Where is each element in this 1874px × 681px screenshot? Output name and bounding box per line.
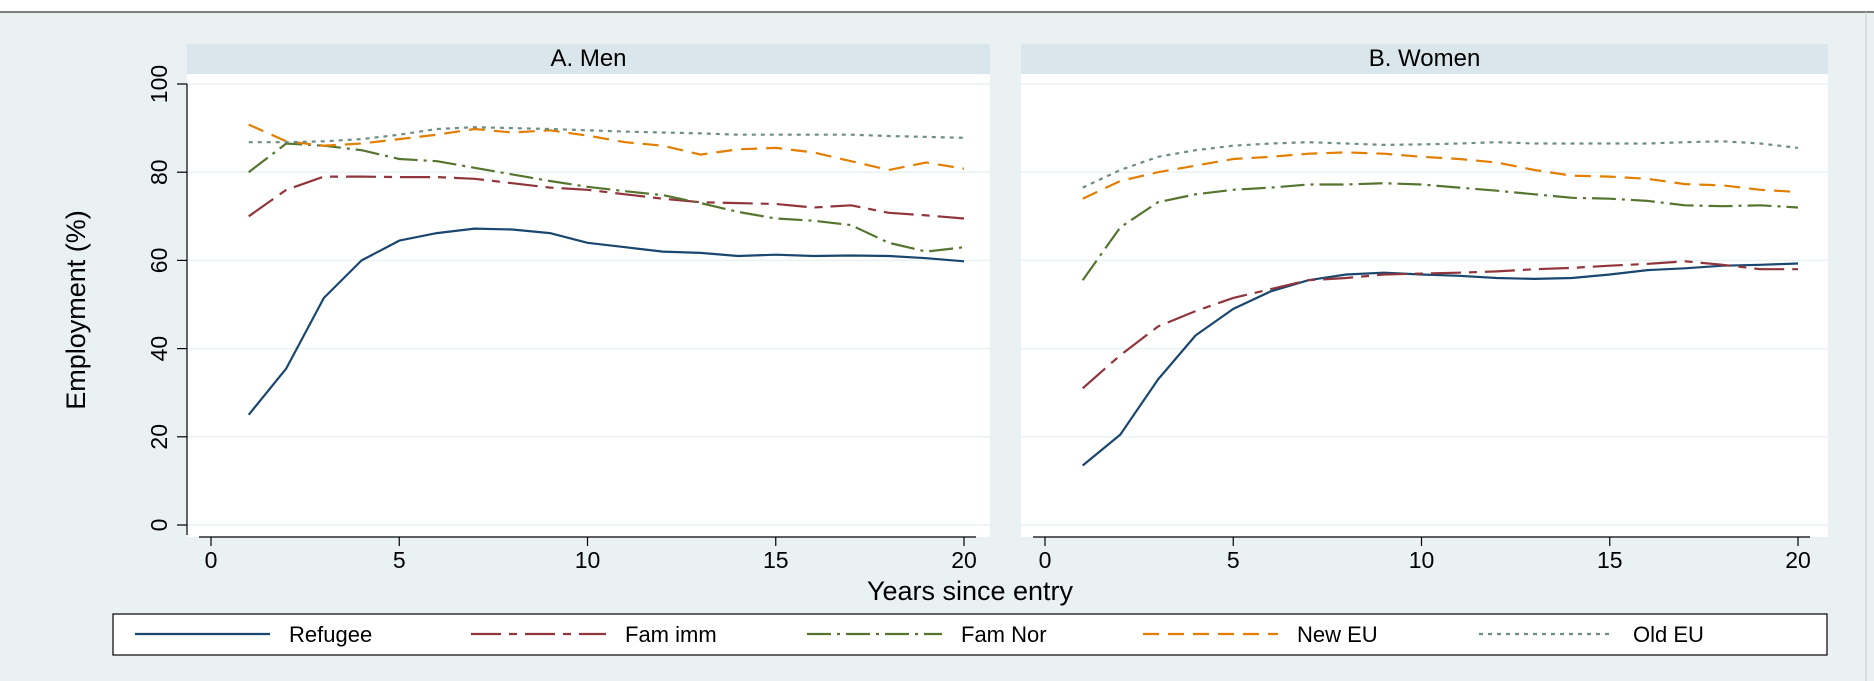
y-tick-label: 80 [146, 159, 172, 185]
series-line-new-eu [1082, 151, 1799, 200]
y-axis-label: Employment (%) [61, 210, 91, 410]
panel-title-strip [1021, 44, 1828, 74]
y-tick-label: 60 [146, 248, 172, 274]
series-line-refugee [247, 227, 965, 416]
legend-box [112, 613, 1828, 656]
x-tick-label: 10 [575, 547, 601, 573]
series-line-fam-nor [248, 142, 965, 253]
y-tick-label: 0 [146, 519, 172, 532]
x-tick-label: 0 [1039, 547, 1052, 573]
series-line-fam-imm [1081, 260, 1798, 390]
series-line-old-eu [1082, 140, 1799, 189]
series-line-fam-nor [1081, 182, 1799, 281]
y-tick-label: 40 [146, 336, 172, 362]
panel-men: A. Men 0 5 10 15 20 0 20 40 60 80 100 [146, 44, 990, 573]
legend-label: Refugee [289, 622, 372, 647]
series-line-old-eu [248, 126, 965, 144]
x-tick-label: 20 [1785, 547, 1811, 573]
x-tick-label: 5 [1227, 547, 1240, 573]
panel-background [1021, 44, 1828, 537]
x-tick-label: 10 [1409, 547, 1435, 573]
legend: Refugee Fam imm Fam Nor New EU Old EU [112, 613, 1828, 656]
panel-women: B. Women 0 5 10 15 20 [1021, 44, 1828, 573]
panel-background [187, 44, 990, 537]
legend-label: Old EU [1633, 622, 1704, 647]
x-tick-label: 5 [393, 547, 406, 573]
x-axis-label: Years since entry [867, 576, 1074, 606]
legend-items: Refugee Fam imm Fam Nor New EU Old EU [135, 622, 1704, 647]
y-tick-label: 20 [146, 424, 172, 450]
y-tick-label: 100 [146, 65, 172, 103]
panel-title: B. Women [1369, 45, 1481, 72]
series-line-fam-imm [248, 175, 965, 220]
panels: A. Men 0 5 10 15 20 0 20 40 60 80 100 B. Women 0 5 10 15… [146, 44, 1828, 573]
x-tick-label: 15 [1597, 547, 1623, 573]
x-tick-label: 15 [763, 547, 789, 573]
series-line-new-eu [248, 123, 965, 172]
x-tick-label: 20 [951, 547, 977, 573]
legend-label: Fam Nor [961, 622, 1047, 647]
legend-label: Fam imm [625, 622, 717, 647]
x-tick-label: 0 [205, 547, 218, 573]
legend-label: New EU [1297, 622, 1378, 647]
series-line-refugee [1082, 262, 1799, 467]
panel-title-strip [187, 44, 990, 74]
panel-title: A. Men [550, 45, 626, 72]
